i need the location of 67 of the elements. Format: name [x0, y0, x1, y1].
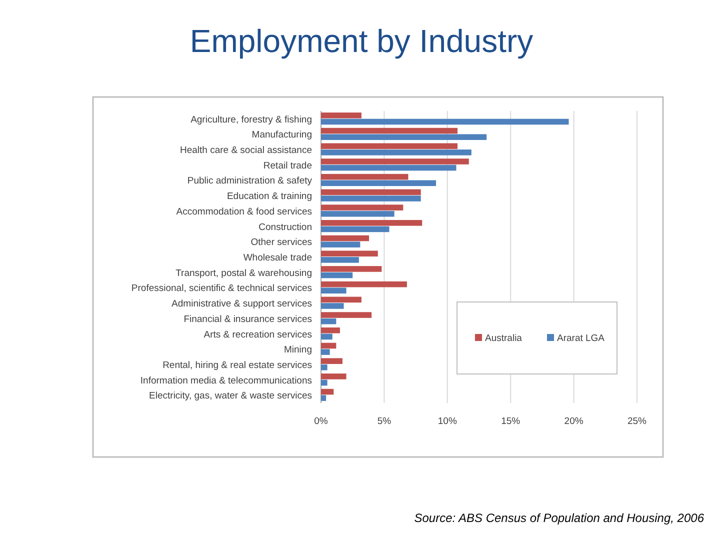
- bar: [321, 272, 353, 278]
- bar: [321, 118, 569, 125]
- bar: [321, 312, 372, 318]
- y-tick-label: Other services: [250, 237, 312, 248]
- bar: [321, 395, 326, 401]
- y-tick-label: Education & training: [226, 191, 312, 202]
- bar: [321, 296, 362, 303]
- bar: [321, 180, 436, 186]
- y-tick-label: Health care & social assistance: [180, 145, 312, 156]
- bar: [321, 150, 472, 156]
- bar: [321, 303, 344, 309]
- x-tick-label: 25%: [627, 416, 648, 427]
- bar: [321, 358, 342, 364]
- source-note: Source: ABS Census of Population and Housing, 2006: [414, 511, 704, 525]
- y-tick-label: Information media & telecommunications: [140, 375, 312, 386]
- x-tick-label: 0%: [314, 416, 328, 427]
- y-tick-label: Administrative & support services: [172, 298, 312, 310]
- y-tick-label: Transport, postal & warehousing: [176, 268, 312, 279]
- bar: [321, 189, 421, 196]
- y-tick-label: Manufacturing: [252, 130, 312, 141]
- x-tick-label: 20%: [564, 416, 584, 427]
- bar: [321, 318, 336, 324]
- bar: [321, 134, 487, 140]
- bar: [321, 164, 456, 171]
- bar: [321, 242, 360, 248]
- bar: [321, 210, 394, 217]
- legend-label: Australia: [485, 333, 523, 344]
- bar: [321, 288, 346, 294]
- y-tick-label: Public administration & safety: [187, 176, 312, 187]
- y-tick-label: Accommodation & food services: [176, 206, 312, 218]
- x-tick-label: 5%: [377, 416, 392, 427]
- y-tick-label: Financial & insurance services: [184, 314, 312, 325]
- bar: [321, 364, 328, 370]
- bar: [321, 388, 334, 395]
- y-tick-label: Rental, hiring & real estate services: [162, 360, 312, 371]
- bar: [321, 158, 469, 164]
- chart-title: Employment by Industry: [190, 23, 534, 59]
- y-tick-label: Arts & recreation services: [204, 329, 312, 340]
- y-tick-label: Professional, scientific & technical services: [131, 283, 312, 294]
- bar: [321, 220, 422, 226]
- bar: [321, 380, 328, 386]
- bar: [321, 143, 458, 150]
- y-tick-label: Construction: [258, 222, 312, 233]
- bar: [321, 112, 362, 118]
- bar: [321, 235, 370, 242]
- y-tick-label: Retail trade: [263, 160, 312, 172]
- y-tick-label: Agriculture, forestry & fishing: [190, 114, 312, 126]
- bar: [321, 281, 407, 288]
- bar: [321, 342, 336, 349]
- bar: [321, 334, 332, 340]
- y-tick-label: Wholesale trade: [243, 252, 312, 264]
- bar: [321, 196, 421, 202]
- bar: [321, 226, 390, 232]
- bar: [321, 257, 359, 263]
- bar: [321, 128, 458, 134]
- bar: [321, 327, 340, 334]
- y-tick-label: Electricity, gas, water & waste services: [149, 390, 312, 402]
- bar: [321, 266, 382, 272]
- bar: [321, 374, 346, 380]
- x-tick-label: 15%: [501, 416, 521, 427]
- bar: [321, 204, 404, 210]
- legend-label: Ararat LGA: [557, 333, 606, 344]
- bar: [321, 349, 330, 355]
- x-tick-label: 10%: [438, 416, 458, 427]
- y-tick-label: Mining: [284, 344, 312, 356]
- bar: [321, 250, 378, 256]
- bar: [321, 174, 408, 180]
